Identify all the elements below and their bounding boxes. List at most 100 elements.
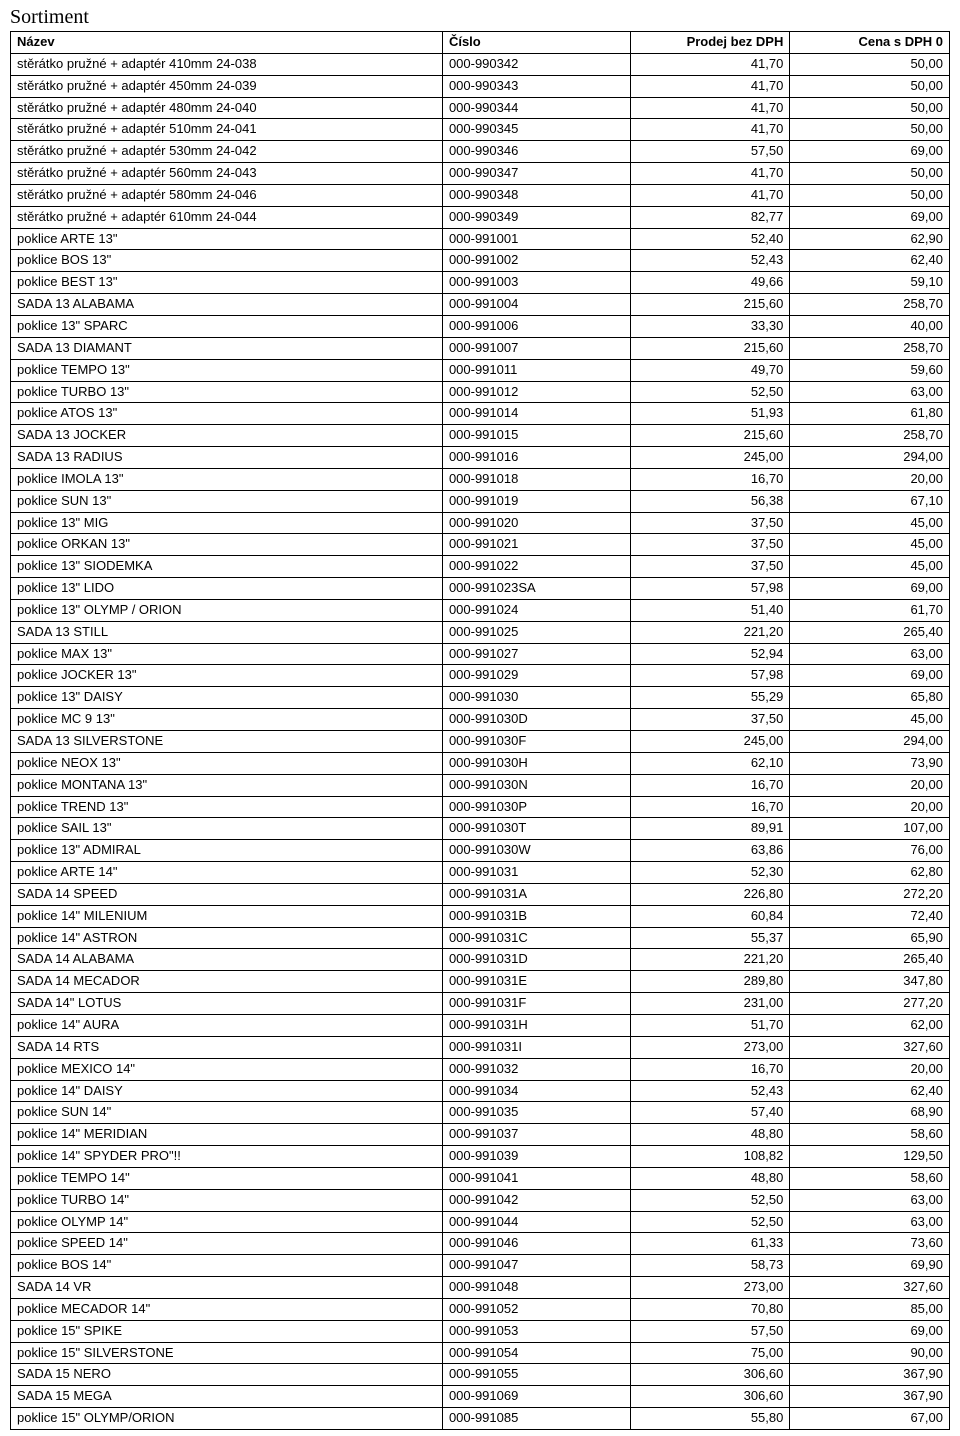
table-row: stěrátko pružné + adaptér 410mm 24-03800… xyxy=(11,53,950,75)
cell-price-no-vat: 215,60 xyxy=(630,337,790,359)
table-row: SADA 15 NERO000-991055306,60367,90 xyxy=(11,1364,950,1386)
table-row: poklice 13" SIODEMKA000-99102237,5045,00 xyxy=(11,556,950,578)
cell-price-vat: 69,00 xyxy=(790,141,950,163)
cell-code: 000-991022 xyxy=(442,556,630,578)
cell-name: poklice 15" SILVERSTONE xyxy=(11,1342,443,1364)
price-table: Název Číslo Prodej bez DPH Cena s DPH 0 … xyxy=(10,31,950,1430)
table-row: poklice 14" MERIDIAN000-99103748,8058,60 xyxy=(11,1124,950,1146)
cell-price-no-vat: 16,70 xyxy=(630,774,790,796)
table-row: SADA 14 SPEED000-991031A226,80272,20 xyxy=(11,883,950,905)
cell-code: 000-991024 xyxy=(442,599,630,621)
cell-price-vat: 294,00 xyxy=(790,447,950,469)
table-row: poklice BOS 14"000-99104758,7369,90 xyxy=(11,1255,950,1277)
table-row: poklice 14" AURA000-991031H51,7062,00 xyxy=(11,1014,950,1036)
cell-price-vat: 20,00 xyxy=(790,774,950,796)
cell-price-vat: 50,00 xyxy=(790,119,950,141)
cell-code: 000-991031E xyxy=(442,971,630,993)
cell-name: stěrátko pružné + adaptér 410mm 24-038 xyxy=(11,53,443,75)
cell-code: 000-990349 xyxy=(442,206,630,228)
cell-price-vat: 61,80 xyxy=(790,403,950,425)
cell-price-vat: 69,00 xyxy=(790,206,950,228)
cell-price-no-vat: 55,37 xyxy=(630,927,790,949)
cell-price-vat: 129,50 xyxy=(790,1146,950,1168)
table-row: SADA 13 ALABAMA000-991004215,60258,70 xyxy=(11,294,950,316)
table-row: poklice IMOLA 13"000-99101816,7020,00 xyxy=(11,468,950,490)
cell-price-vat: 62,40 xyxy=(790,1080,950,1102)
table-row: SADA 13 RADIUS000-991016245,00294,00 xyxy=(11,447,950,469)
cell-name: poklice 14" AURA xyxy=(11,1014,443,1036)
table-row: poklice MEXICO 14"000-99103216,7020,00 xyxy=(11,1058,950,1080)
cell-code: 000-991025 xyxy=(442,621,630,643)
cell-name: poklice ARTE 13" xyxy=(11,228,443,250)
cell-price-vat: 45,00 xyxy=(790,709,950,731)
cell-name: poklice 14" MILENIUM xyxy=(11,905,443,927)
table-row: SADA 13 JOCKER000-991015215,60258,70 xyxy=(11,425,950,447)
cell-price-no-vat: 52,43 xyxy=(630,250,790,272)
cell-price-vat: 265,40 xyxy=(790,621,950,643)
cell-code: 000-991015 xyxy=(442,425,630,447)
cell-price-vat: 85,00 xyxy=(790,1298,950,1320)
cell-price-no-vat: 49,66 xyxy=(630,272,790,294)
cell-price-no-vat: 48,80 xyxy=(630,1124,790,1146)
cell-price-no-vat: 51,40 xyxy=(630,599,790,621)
cell-code: 000-991016 xyxy=(442,447,630,469)
cell-price-no-vat: 52,30 xyxy=(630,862,790,884)
cell-price-no-vat: 55,29 xyxy=(630,687,790,709)
table-row: poklice BEST 13"000-99100349,6659,10 xyxy=(11,272,950,294)
cell-price-vat: 327,60 xyxy=(790,1036,950,1058)
cell-price-no-vat: 33,30 xyxy=(630,315,790,337)
cell-code: 000-991001 xyxy=(442,228,630,250)
cell-name: stěrátko pružné + adaptér 480mm 24-040 xyxy=(11,97,443,119)
cell-name: stěrátko pružné + adaptér 530mm 24-042 xyxy=(11,141,443,163)
cell-price-vat: 69,90 xyxy=(790,1255,950,1277)
cell-code: 000-991027 xyxy=(442,643,630,665)
cell-name: poklice MC 9 13" xyxy=(11,709,443,731)
cell-price-no-vat: 41,70 xyxy=(630,184,790,206)
cell-code: 000-991006 xyxy=(442,315,630,337)
cell-code: 000-991035 xyxy=(442,1102,630,1124)
cell-price-vat: 272,20 xyxy=(790,883,950,905)
table-row: poklice MAX 13"000-99102752,9463,00 xyxy=(11,643,950,665)
cell-price-no-vat: 273,00 xyxy=(630,1277,790,1299)
table-row: poklice SUN 14"000-99103557,4068,90 xyxy=(11,1102,950,1124)
table-row: stěrátko pružné + adaptér 450mm 24-03900… xyxy=(11,75,950,97)
cell-price-no-vat: 51,70 xyxy=(630,1014,790,1036)
cell-code: 000-990346 xyxy=(442,141,630,163)
cell-price-vat: 59,60 xyxy=(790,359,950,381)
table-row: poklice 13" SPARC000-99100633,3040,00 xyxy=(11,315,950,337)
cell-price-vat: 61,70 xyxy=(790,599,950,621)
cell-price-vat: 367,90 xyxy=(790,1386,950,1408)
table-row: poklice MECADOR 14"000-99105270,8085,00 xyxy=(11,1298,950,1320)
table-row: poklice 13" LIDO000-991023SA57,9869,00 xyxy=(11,578,950,600)
table-row: poklice 13" DAISY000-99103055,2965,80 xyxy=(11,687,950,709)
cell-code: 000-991011 xyxy=(442,359,630,381)
cell-price-no-vat: 51,93 xyxy=(630,403,790,425)
table-header-row: Název Číslo Prodej bez DPH Cena s DPH 0 xyxy=(11,32,950,54)
cell-name: poklice JOCKER 13" xyxy=(11,665,443,687)
cell-price-vat: 90,00 xyxy=(790,1342,950,1364)
cell-code: 000-991034 xyxy=(442,1080,630,1102)
cell-code: 000-991030N xyxy=(442,774,630,796)
cell-price-vat: 62,40 xyxy=(790,250,950,272)
cell-price-vat: 45,00 xyxy=(790,512,950,534)
col-header-price-no-vat: Prodej bez DPH xyxy=(630,32,790,54)
cell-price-no-vat: 226,80 xyxy=(630,883,790,905)
table-row: SADA 14 MECADOR000-991031E289,80347,80 xyxy=(11,971,950,993)
table-row: poklice TURBO 13"000-99101252,5063,00 xyxy=(11,381,950,403)
cell-price-no-vat: 52,43 xyxy=(630,1080,790,1102)
cell-price-vat: 69,00 xyxy=(790,665,950,687)
cell-price-vat: 69,00 xyxy=(790,1320,950,1342)
cell-price-vat: 62,80 xyxy=(790,862,950,884)
table-row: stěrátko pružné + adaptér 580mm 24-04600… xyxy=(11,184,950,206)
cell-name: poklice 13" SIODEMKA xyxy=(11,556,443,578)
cell-code: 000-990342 xyxy=(442,53,630,75)
cell-code: 000-991031F xyxy=(442,993,630,1015)
cell-code: 000-990348 xyxy=(442,184,630,206)
cell-price-no-vat: 215,60 xyxy=(630,425,790,447)
cell-code: 000-991018 xyxy=(442,468,630,490)
cell-name: SADA 13 DIAMANT xyxy=(11,337,443,359)
cell-price-vat: 58,60 xyxy=(790,1167,950,1189)
table-row: SADA 13 SILVERSTONE000-991030F245,00294,… xyxy=(11,731,950,753)
cell-price-no-vat: 60,84 xyxy=(630,905,790,927)
cell-code: 000-991029 xyxy=(442,665,630,687)
